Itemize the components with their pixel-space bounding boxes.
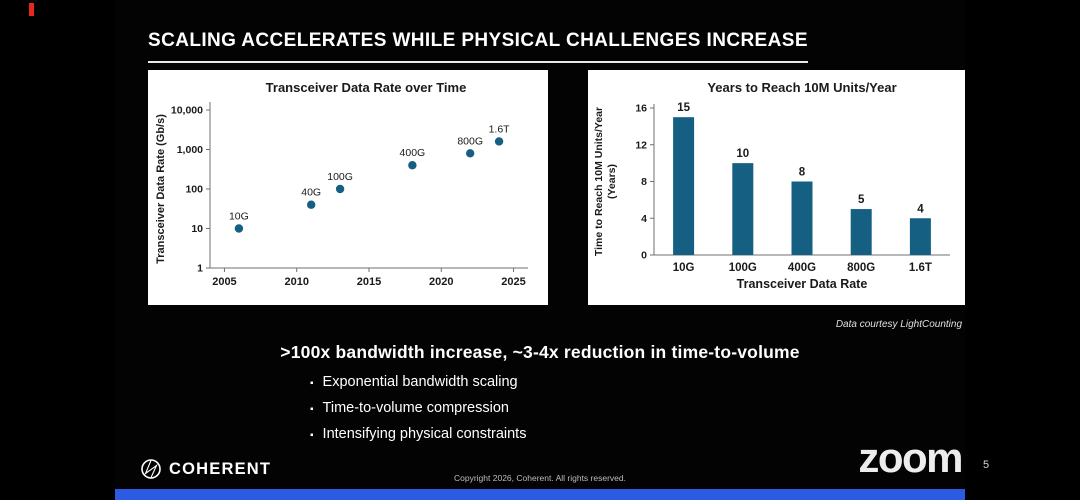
data-point	[465, 149, 475, 158]
y-axis-title: (Years)	[606, 164, 618, 199]
data-credit: Data courtesy LightCounting	[835, 319, 962, 330]
slide-title: SCALING ACCELERATES WHILE PHYSICAL CHALL…	[148, 30, 808, 63]
list-item: ▪ Intensifying physical constraints	[310, 427, 526, 443]
x-tick-label: 2025	[501, 276, 525, 288]
y-tick-label: 0	[641, 250, 647, 262]
x-tick-label: 1.6T	[909, 262, 932, 274]
scatter-chart-transceiver-data-rate: Transceiver Data Rate over Time Transceiv…	[155, 80, 528, 288]
x-tick-label: 100G	[729, 262, 757, 274]
copyright-text: Copyright 2026, Coherent. All rights res…	[454, 473, 626, 483]
bullet-list: ▪ Exponential bandwidth scaling ▪ Time-t…	[310, 375, 526, 453]
x-tick-label: 2015	[357, 276, 381, 288]
x-tick-label: 2020	[429, 276, 453, 288]
y-tick-label: 8	[641, 176, 647, 188]
coherent-logo: COHERENT	[140, 458, 271, 480]
x-axis-title: Transceiver Data Rate	[737, 277, 868, 291]
point-label: 800G	[457, 135, 483, 147]
bar-value-label: 8	[799, 167, 806, 179]
bar-value-label: 5	[858, 194, 865, 206]
bar	[850, 209, 872, 255]
point-label: 1.6T	[489, 123, 511, 135]
bar	[909, 218, 931, 255]
data-point	[234, 224, 244, 233]
zoom-logo: zoom	[858, 434, 963, 481]
data-point	[335, 184, 345, 194]
point-label: 40G	[301, 187, 321, 199]
y-tick-label: 10,000	[171, 105, 203, 117]
point-label: 100G	[327, 171, 353, 183]
y-tick-label: 1,000	[177, 144, 203, 156]
x-tick-label: 400G	[788, 262, 816, 274]
bar-chart-years-to-10m-units: Years to Reach 10M Units/Year Time to Rea…	[593, 80, 950, 291]
bullet-text: Exponential bandwidth scaling	[322, 374, 518, 390]
point-label: 10G	[229, 211, 249, 223]
bar	[732, 163, 754, 255]
data-point	[408, 161, 417, 170]
y-tick-label: 1	[197, 263, 203, 275]
list-item: ▪ Time-to-volume compression	[310, 401, 526, 417]
bar-value-label: 4	[917, 203, 924, 215]
bar	[673, 117, 695, 255]
y-axis-title: Time to Reach 10M Units/Year	[593, 107, 605, 256]
y-tick-label: 4	[641, 213, 647, 225]
chart-panel-transceiver-data-rate: Transceiver Data Rate over Time Transceiv…	[148, 70, 548, 305]
bar-value-label: 10	[736, 148, 749, 160]
recording-indicator	[29, 3, 34, 16]
bullet-square-icon: ▪	[310, 378, 314, 389]
bar-value-label: 15	[677, 102, 690, 114]
bar	[791, 181, 813, 255]
key-message: >100x bandwidth increase, ~3-4x reductio…	[280, 342, 800, 362]
presentation-slide: SCALING ACCELERATES WHILE PHYSICAL CHALL…	[115, 0, 965, 489]
x-tick-label: 10G	[673, 262, 695, 274]
y-tick-label: 10	[191, 223, 203, 235]
bullet-square-icon: ▪	[310, 430, 314, 441]
chart-title: Transceiver Data Rate over Time	[266, 80, 467, 95]
x-tick-label: 2005	[212, 276, 236, 288]
data-point	[494, 137, 504, 146]
bullet-text: Intensifying physical constraints	[322, 426, 527, 442]
coherent-logo-text: COHERENT	[169, 459, 272, 478]
page-number: 5	[983, 459, 990, 471]
bottom-blue-bar	[115, 489, 965, 500]
bullet-square-icon: ▪	[310, 404, 314, 415]
data-point	[306, 200, 316, 209]
x-tick-label: 2010	[284, 276, 308, 288]
y-tick-label: 16	[635, 103, 647, 115]
list-item: ▪ Exponential bandwidth scaling	[310, 375, 526, 391]
x-tick-label: 800G	[847, 262, 875, 274]
y-tick-label: 12	[635, 139, 647, 151]
chart-panel-years-to-10m-units: Years to Reach 10M Units/Year Time to Rea…	[588, 70, 965, 305]
point-label: 400G	[400, 147, 426, 159]
bullet-text: Time-to-volume compression	[322, 400, 509, 416]
chart-title: Years to Reach 10M Units/Year	[707, 80, 896, 95]
coherent-logo-icon	[141, 459, 161, 479]
y-axis-title: Transceiver Data Rate (Gb/s)	[155, 114, 167, 264]
y-tick-label: 100	[185, 184, 203, 196]
